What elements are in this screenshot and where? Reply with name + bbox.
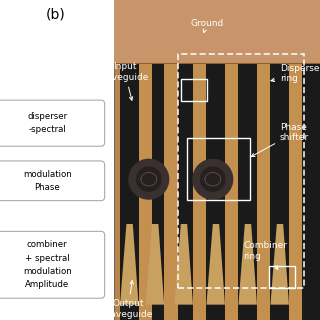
Bar [270,64,289,320]
Bar [174,64,193,320]
Polygon shape [120,224,139,305]
Text: combiner: combiner [27,240,68,249]
Polygon shape [206,224,225,305]
FancyBboxPatch shape [0,161,105,201]
Text: Input
waveguide: Input waveguide [100,62,149,100]
Bar [114,63,320,68]
Bar [181,79,207,101]
Bar [146,64,164,320]
Text: Ground: Ground [190,20,224,33]
Bar [193,64,206,320]
Text: Amplitude: Amplitude [25,280,69,290]
Text: + spectral: + spectral [25,253,69,263]
Bar [120,64,139,320]
Bar [206,64,225,320]
Text: Output
waveguide: Output waveguide [103,281,153,319]
Text: Combiner
ring: Combiner ring [243,242,287,269]
Bar [114,0,320,64]
Bar [178,54,304,288]
FancyBboxPatch shape [0,100,105,146]
Polygon shape [270,224,289,305]
Text: modulation: modulation [23,170,72,179]
Bar [164,64,178,320]
Circle shape [201,167,225,191]
Bar [289,64,302,320]
Bar [187,138,250,200]
FancyBboxPatch shape [0,231,105,298]
Circle shape [129,159,169,199]
Circle shape [193,159,233,199]
Circle shape [137,167,161,191]
Polygon shape [174,224,193,305]
Bar [238,64,257,320]
Bar [114,0,320,320]
Text: Phase: Phase [34,183,60,192]
Bar [139,64,152,320]
Bar [302,64,320,320]
Text: Disperser
ring: Disperser ring [271,64,320,83]
Text: disperser: disperser [27,112,67,121]
Polygon shape [146,224,164,305]
Polygon shape [238,224,257,305]
Bar [225,64,238,320]
Text: modulation: modulation [23,267,72,276]
Text: Phase
shifter: Phase shifter [252,123,309,156]
Bar [269,266,295,288]
Bar [257,64,270,320]
Text: -spectral: -spectral [28,125,66,134]
Text: (b): (b) [46,8,66,22]
